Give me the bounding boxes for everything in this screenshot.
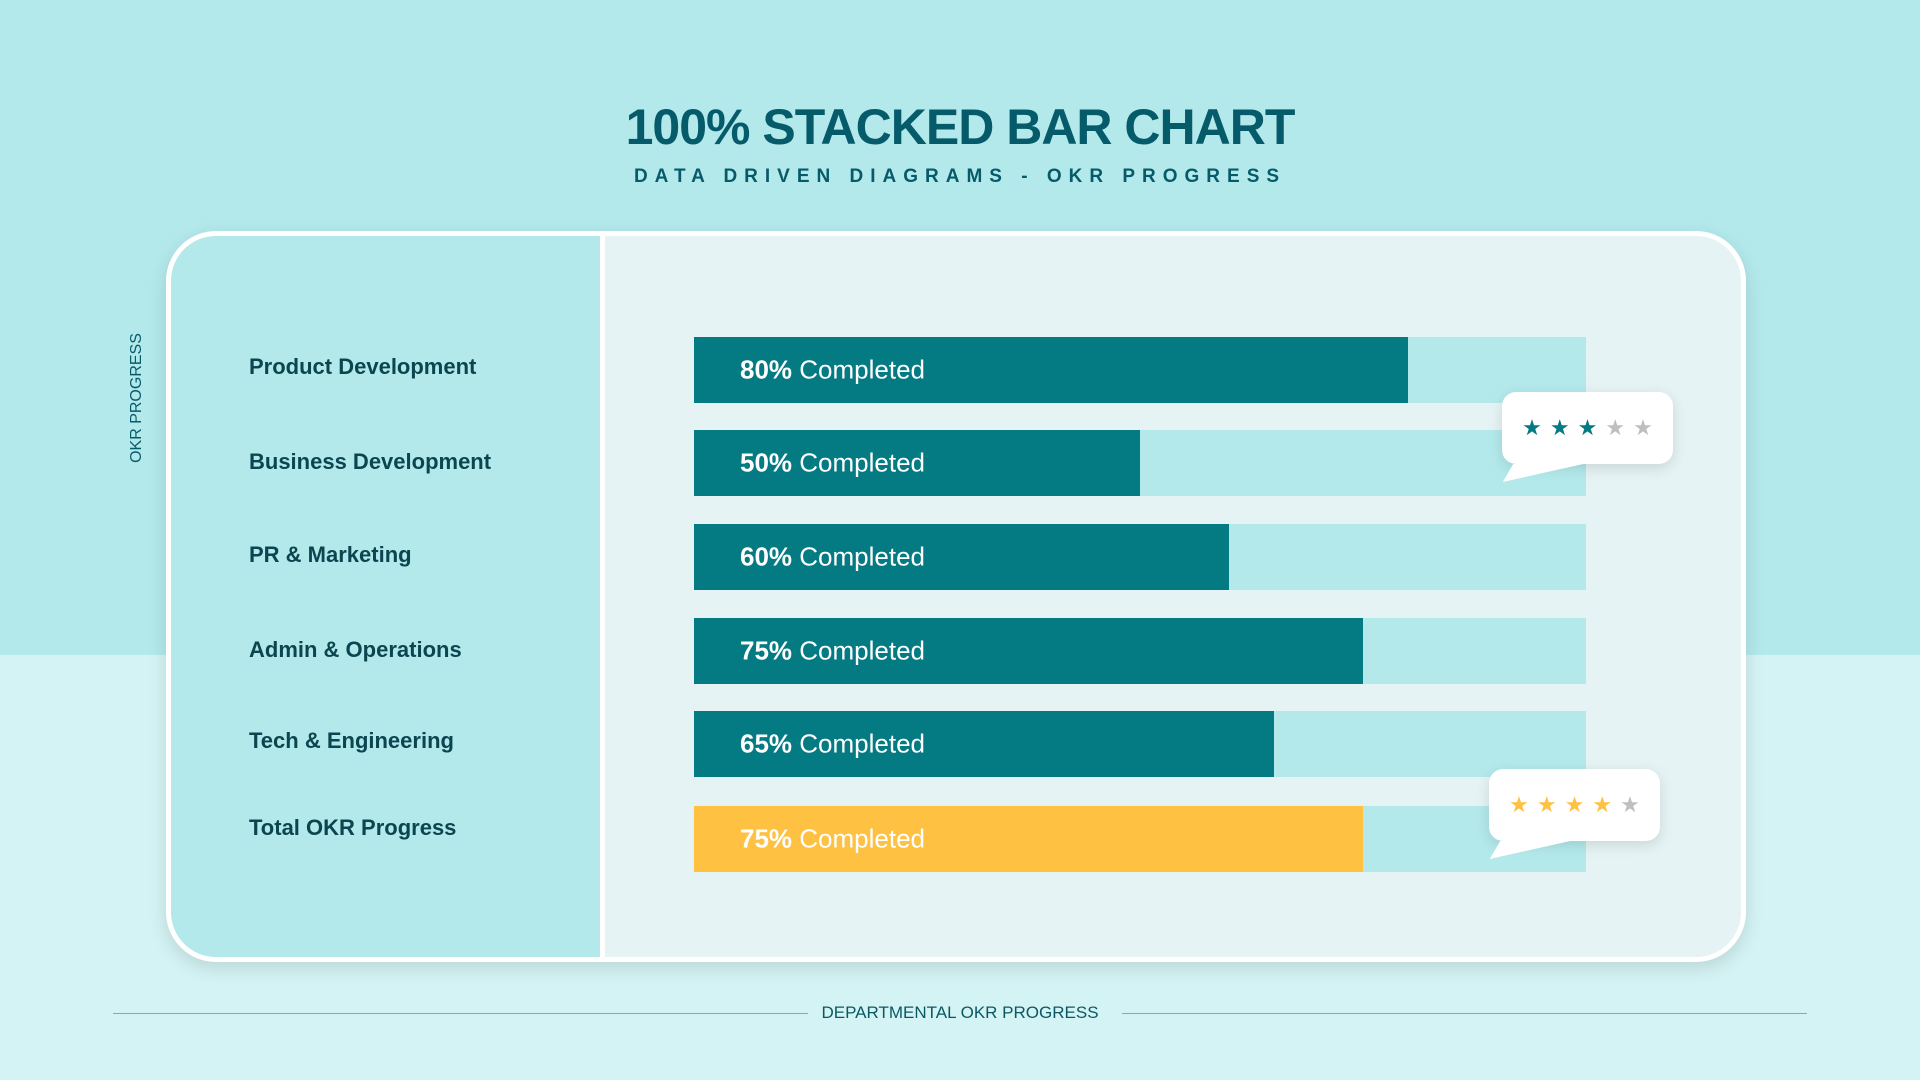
bar-fill: 80% Completed bbox=[694, 337, 1408, 403]
star-filled-icon: ★ bbox=[1536, 792, 1557, 817]
category-label: Total OKR Progress bbox=[249, 815, 457, 840]
star-filled-icon: ★ bbox=[1509, 792, 1529, 817]
bar-label: 65% Completed bbox=[740, 728, 926, 759]
footer-divider-left bbox=[113, 1013, 808, 1014]
category-label: Tech & Engineering bbox=[249, 728, 454, 753]
side-label: OKR PROGRESS bbox=[128, 333, 145, 463]
bar-track: 65% Completed bbox=[694, 711, 1586, 777]
bar-label: 60% Completed bbox=[740, 541, 926, 572]
bar-label: 75% Completed bbox=[740, 823, 926, 854]
category-label: Business Development bbox=[249, 449, 492, 474]
category-panel bbox=[171, 236, 605, 957]
bar-fill: 60% Completed bbox=[694, 524, 1230, 590]
bar-label: 80% Completed bbox=[740, 354, 926, 385]
star-filled-icon: ★ bbox=[1549, 415, 1570, 440]
footer-divider-right bbox=[1122, 1013, 1807, 1014]
star-filled-icon: ★ bbox=[1592, 792, 1613, 817]
bar-label: 75% Completed bbox=[740, 635, 926, 666]
bar-track: 75% Completed bbox=[694, 618, 1586, 684]
bar-fill: 50% Completed bbox=[694, 430, 1140, 496]
category-label: Product Development bbox=[249, 354, 477, 379]
star-empty-icon: ★ bbox=[1633, 415, 1653, 440]
bar-track: 80% Completed bbox=[694, 337, 1586, 403]
star-filled-icon: ★ bbox=[1522, 415, 1542, 440]
star-filled-icon: ★ bbox=[1577, 415, 1598, 440]
rating-bubble: ★ ★ ★ ★ ★ bbox=[1502, 392, 1673, 464]
bar-label: 50% Completed bbox=[740, 447, 926, 478]
bar-fill: 65% Completed bbox=[694, 711, 1274, 777]
bar-track: 75% Completed bbox=[694, 806, 1586, 872]
category-label: Admin & Operations bbox=[249, 637, 462, 662]
star-empty-icon: ★ bbox=[1620, 792, 1640, 817]
bar-fill: 75% Completed bbox=[694, 806, 1363, 872]
rating-bubble: ★ ★ ★ ★ ★ bbox=[1489, 769, 1660, 841]
page-title: 100% STACKED BAR CHART bbox=[625, 99, 1296, 155]
star-filled-icon: ★ bbox=[1564, 792, 1585, 817]
bar-track: 60% Completed bbox=[694, 524, 1586, 590]
footer-label: DEPARTMENTAL OKR PROGRESS bbox=[821, 1003, 1099, 1022]
page-subtitle: DATA DRIVEN DIAGRAMS - OKR PROGRESS bbox=[633, 166, 1287, 187]
category-label: PR & Marketing bbox=[249, 542, 412, 567]
star-empty-icon: ★ bbox=[1605, 415, 1626, 440]
bar-track: 50% Completed bbox=[694, 430, 1586, 496]
bar-fill: 75% Completed bbox=[694, 618, 1363, 684]
